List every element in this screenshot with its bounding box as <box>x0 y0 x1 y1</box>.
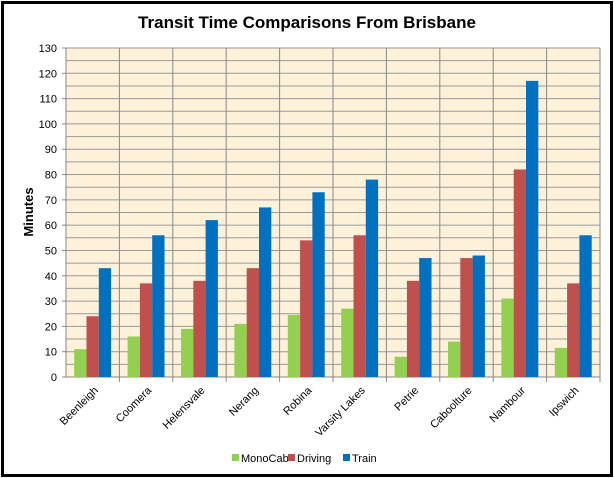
bar-train <box>312 192 325 377</box>
legend-label: Driving <box>297 453 331 465</box>
chart-title: Transit Time Comparisons From Brisbane <box>138 13 476 32</box>
legend-label: Train <box>352 453 377 465</box>
bar-driving <box>567 283 580 377</box>
bar-driving <box>139 283 153 377</box>
bar-driving <box>246 268 259 377</box>
bar-train <box>205 220 218 377</box>
x-tick-label: Robina <box>281 384 315 418</box>
x-tick-label: Helensvale <box>161 385 208 432</box>
y-tick-label: 0 <box>51 372 57 384</box>
bar-train <box>259 207 272 377</box>
legend-swatch-monocab <box>232 454 239 461</box>
y-tick-label: 20 <box>45 321 57 333</box>
bar-driving <box>513 169 526 377</box>
y-tick-label: 90 <box>45 144 57 156</box>
bar-train <box>472 255 485 377</box>
bar-driving <box>353 235 366 377</box>
bar-driving <box>406 280 420 377</box>
bar-driving <box>300 240 313 377</box>
x-tick-label: Nerang <box>227 385 261 419</box>
y-tick-label: 130 <box>39 43 57 55</box>
x-tick-label: Coomera <box>114 384 155 425</box>
bar-train <box>152 235 165 377</box>
x-tick-label: Ipswich <box>547 385 581 419</box>
bar-monocab <box>287 314 301 377</box>
x-tick-label: Varsity Lakes <box>313 384 368 439</box>
x-tick-label: Nambour <box>488 384 529 425</box>
bar-train <box>579 235 592 377</box>
y-tick-label: 30 <box>45 296 57 308</box>
bar-monocab <box>74 349 87 377</box>
bar-driving <box>86 316 99 377</box>
y-tick-label: 50 <box>45 245 57 257</box>
legend-swatch-driving <box>288 454 295 461</box>
y-tick-label: 40 <box>45 271 57 283</box>
legend-label: MonoCab <box>241 453 289 465</box>
y-tick-label: 120 <box>39 68 57 80</box>
y-tick-label: 10 <box>45 347 57 359</box>
bar-train <box>526 80 539 378</box>
x-tick-label: Petrie <box>392 385 421 414</box>
y-tick-label: 100 <box>39 119 57 131</box>
bar-monocab <box>127 336 140 377</box>
y-tick-label: 80 <box>45 170 57 182</box>
bar-monocab <box>341 308 354 377</box>
bar-monocab <box>234 323 247 377</box>
bar-train <box>365 179 379 377</box>
bar-driving <box>460 258 473 377</box>
y-tick-label: 70 <box>45 195 57 207</box>
bar-train <box>419 258 432 377</box>
x-tick-label: Caboolture <box>428 385 475 432</box>
x-tick-label: Beenleigh <box>58 385 101 428</box>
bar-monocab <box>448 341 461 377</box>
bar-driving <box>193 280 206 377</box>
y-tick-label: 60 <box>45 220 57 232</box>
legend-swatch-train <box>343 454 350 461</box>
bar-monocab <box>181 328 194 377</box>
y-tick-label: 110 <box>39 94 57 106</box>
bar-train <box>98 268 112 377</box>
y-axis-label: Minutes <box>21 187 36 236</box>
bar-monocab <box>554 347 568 377</box>
bar-monocab <box>394 356 407 377</box>
bar-monocab <box>501 298 514 377</box>
